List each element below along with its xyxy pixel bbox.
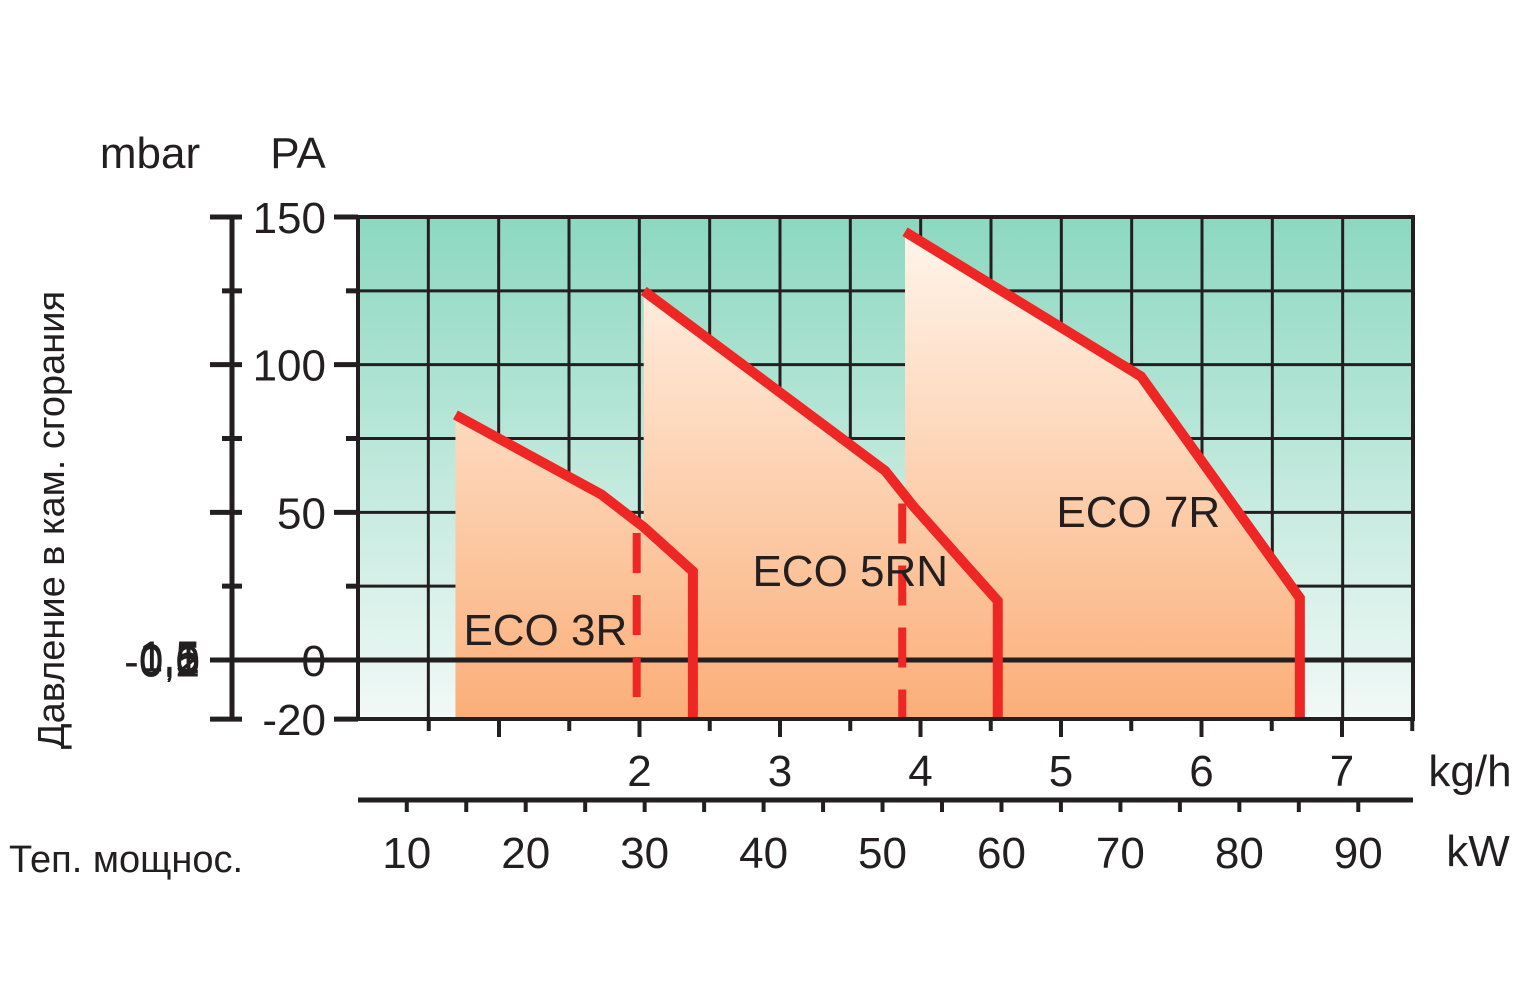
curve-eco-3r xyxy=(453,410,698,720)
kgh-tick-label: 2 xyxy=(627,747,651,796)
pa-tick-label: 100 xyxy=(253,342,326,391)
area-eco-7r xyxy=(905,231,1300,720)
curve-eco-5rn xyxy=(640,286,1003,720)
pa-unit-label: PA xyxy=(270,129,326,178)
series-label-eco-7r: ECO 7R xyxy=(1056,488,1220,537)
series-label-eco-3r: ECO 3R xyxy=(463,606,627,655)
kgh-tick-label: 6 xyxy=(1189,747,1213,796)
pa-tick-label: -20 xyxy=(262,696,326,745)
kgh-tick-label: 5 xyxy=(1049,747,1073,796)
kgh-tick-label: 7 xyxy=(1330,747,1354,796)
kw-axis-title: Теп. мощнос. xyxy=(9,839,243,881)
series-labels: ECO 3R ECO 5RN ECO 7R xyxy=(463,488,1220,655)
mbar-tick-label: 1 xyxy=(176,634,200,683)
operating-curves xyxy=(453,227,1305,720)
kw-tick-label: 20 xyxy=(501,829,550,878)
mbar-tick-label: 0,5 xyxy=(139,636,200,685)
curve-eco-7r xyxy=(902,227,1305,720)
pa-tick-label: 50 xyxy=(277,489,326,538)
area-eco-3r xyxy=(455,414,693,720)
kw-tick-label: 60 xyxy=(977,829,1026,878)
kw-tick-label: 10 xyxy=(382,829,431,878)
mbar-unit-label: mbar xyxy=(100,129,200,178)
plot-frame xyxy=(356,215,1415,721)
kgh-tick-label: 3 xyxy=(768,747,792,796)
kw-tick-label: 80 xyxy=(1215,829,1264,878)
kw-tick-label: 90 xyxy=(1334,829,1383,878)
kw-unit-label: kW xyxy=(1446,827,1510,876)
axes xyxy=(210,214,1415,812)
model-limit-dashes xyxy=(632,503,907,720)
kgh-unit-label: kg/h xyxy=(1428,747,1511,796)
operating-areas xyxy=(455,231,1300,720)
pa-tick-label: 150 xyxy=(253,194,326,243)
kw-tick-label: 70 xyxy=(1096,829,1145,878)
mbar-tick-label: 1,5 xyxy=(139,633,200,682)
kgh-tick-label: 4 xyxy=(908,747,932,796)
pa-tick-label: 0 xyxy=(302,637,326,686)
mbar-tick-label: 0 xyxy=(176,637,200,686)
kw-tick-label: 30 xyxy=(620,829,669,878)
mbar-tick-label: -0,2 xyxy=(124,638,200,687)
y-axis-title: Давление в кам. сгорания xyxy=(31,291,73,749)
kw-tick-label: 50 xyxy=(858,829,907,878)
series-label-eco-5rn: ECO 5RN xyxy=(752,547,948,596)
kw-tick-label: 40 xyxy=(739,829,788,878)
